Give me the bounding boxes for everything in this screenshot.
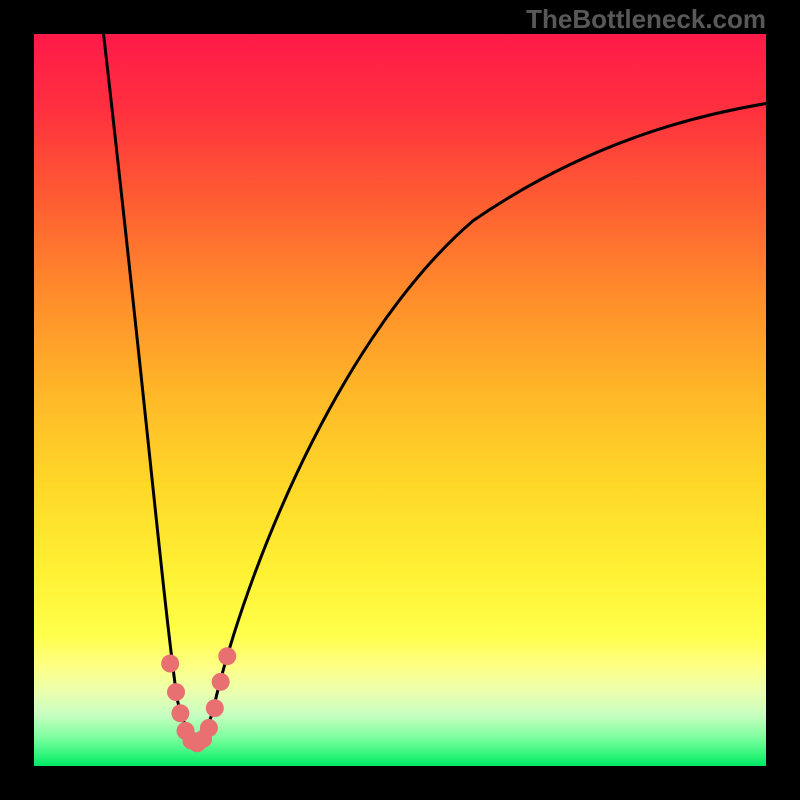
curve-marker: [206, 699, 224, 717]
curve-marker: [167, 683, 185, 701]
watermark-text: TheBottleneck.com: [526, 4, 766, 35]
curve-marker: [212, 673, 230, 691]
bottleneck-curve: [104, 34, 766, 735]
curve-marker: [200, 719, 218, 737]
plot-area: [34, 34, 766, 766]
curve-layer: [34, 34, 766, 766]
curve-marker: [161, 655, 179, 673]
curve-marker: [171, 704, 189, 722]
curve-marker: [218, 647, 236, 665]
